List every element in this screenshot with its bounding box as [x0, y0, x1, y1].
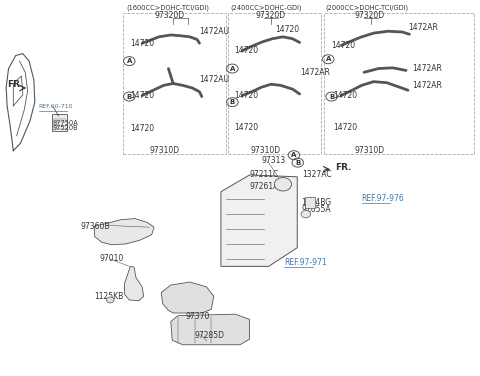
Text: 97313: 97313	[262, 156, 286, 165]
Text: FR.: FR.	[336, 162, 352, 171]
Text: REF.97-976: REF.97-976	[362, 194, 405, 203]
Polygon shape	[221, 175, 297, 266]
Text: 14720: 14720	[234, 91, 258, 100]
Text: 97285D: 97285D	[195, 331, 225, 340]
Text: 1472AR: 1472AR	[412, 64, 442, 73]
Text: 1327AC: 1327AC	[302, 170, 332, 179]
Text: (1600CC>DOHC-TCI/GDI): (1600CC>DOHC-TCI/GDI)	[126, 5, 209, 11]
Text: 1472AR: 1472AR	[300, 68, 331, 77]
Text: 14720: 14720	[130, 39, 155, 48]
Text: 97261A: 97261A	[250, 182, 279, 191]
Text: 97360B: 97360B	[80, 221, 109, 230]
Text: 97010: 97010	[99, 255, 123, 264]
Text: 97310D: 97310D	[355, 146, 384, 155]
Text: 1125KB: 1125KB	[95, 293, 124, 302]
Circle shape	[301, 211, 311, 218]
Text: 97211C: 97211C	[250, 170, 279, 179]
Text: B: B	[230, 99, 235, 105]
Text: 14720: 14720	[234, 46, 258, 55]
Text: 97320D: 97320D	[154, 11, 184, 20]
Text: A: A	[291, 152, 297, 158]
Text: 14720: 14720	[332, 41, 356, 50]
Circle shape	[275, 177, 291, 191]
Text: 14720: 14720	[130, 124, 155, 133]
Text: A: A	[127, 58, 132, 64]
Text: 1472AU: 1472AU	[199, 27, 229, 36]
FancyBboxPatch shape	[52, 114, 67, 131]
Text: 97320D: 97320D	[355, 11, 384, 20]
Text: 1472AR: 1472AR	[412, 81, 442, 90]
Text: FR.: FR.	[7, 80, 24, 89]
Text: 14720: 14720	[333, 123, 357, 132]
Text: B: B	[295, 160, 300, 165]
Text: 87750A: 87750A	[53, 120, 79, 126]
FancyBboxPatch shape	[305, 197, 315, 208]
Text: REF.60-710: REF.60-710	[38, 104, 73, 109]
Polygon shape	[171, 314, 250, 345]
Polygon shape	[161, 282, 214, 313]
Text: B: B	[329, 94, 334, 100]
Text: (2000CC>DOHC-TCI/GDI): (2000CC>DOHC-TCI/GDI)	[325, 5, 408, 11]
Text: 14720: 14720	[333, 91, 357, 100]
Polygon shape	[95, 218, 154, 245]
Text: 14720: 14720	[276, 25, 300, 34]
Text: B: B	[127, 94, 132, 100]
Text: 14720: 14720	[130, 91, 155, 100]
Text: 97310D: 97310D	[149, 146, 180, 155]
Text: (2400CC>DOHC-GDI): (2400CC>DOHC-GDI)	[230, 5, 302, 11]
Text: 97655A: 97655A	[301, 205, 331, 214]
Text: 97520B: 97520B	[53, 125, 79, 131]
Text: 97370: 97370	[185, 312, 209, 321]
Text: A: A	[229, 65, 235, 71]
Polygon shape	[124, 266, 144, 301]
Text: A: A	[325, 56, 331, 62]
Circle shape	[107, 297, 114, 303]
Text: 1472AU: 1472AU	[199, 75, 229, 84]
Text: REF.97-971: REF.97-971	[284, 258, 327, 267]
Text: 97310D: 97310D	[251, 146, 281, 155]
Text: 14720: 14720	[234, 123, 258, 132]
Text: 97320D: 97320D	[256, 11, 286, 20]
Text: 1244BG: 1244BG	[301, 198, 331, 207]
Text: 1472AR: 1472AR	[408, 23, 438, 32]
